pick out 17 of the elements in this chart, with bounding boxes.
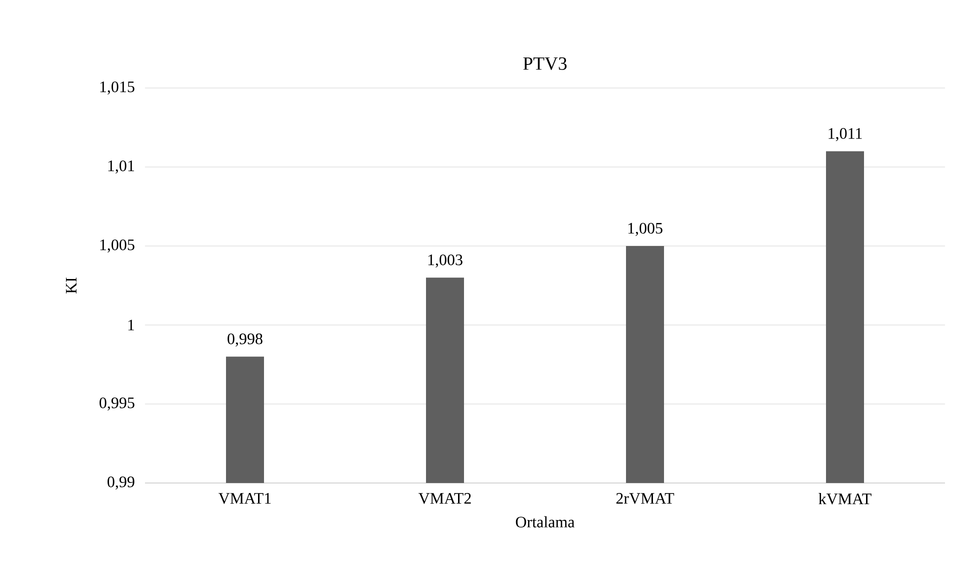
y-axis-title: KI (66, 278, 76, 294)
x-tick-label: 2rVMAT (616, 493, 674, 504)
x-tick-label: kVMAT (818, 493, 872, 504)
data-label: 1,005 (628, 222, 662, 236)
x-tick-label: VMAT2 (418, 493, 471, 504)
data-label: 1,003 (428, 254, 462, 268)
y-tick-label: 1,015 (100, 81, 134, 95)
x-tick-label: VMAT1 (218, 493, 271, 504)
chart-title: PTV3 (523, 57, 567, 70)
y-tick-label: 1,005 (100, 239, 134, 253)
y-tick-label: 1,01 (108, 160, 134, 174)
data-label: 0,998 (228, 333, 262, 347)
y-tick-label: 1 (128, 320, 134, 330)
x-axis-title: Ortalama (516, 516, 575, 528)
y-tick-label: 0,995 (100, 397, 134, 411)
y-tick-label: 0,99 (108, 476, 134, 490)
data-label: 1,011 (828, 128, 862, 142)
